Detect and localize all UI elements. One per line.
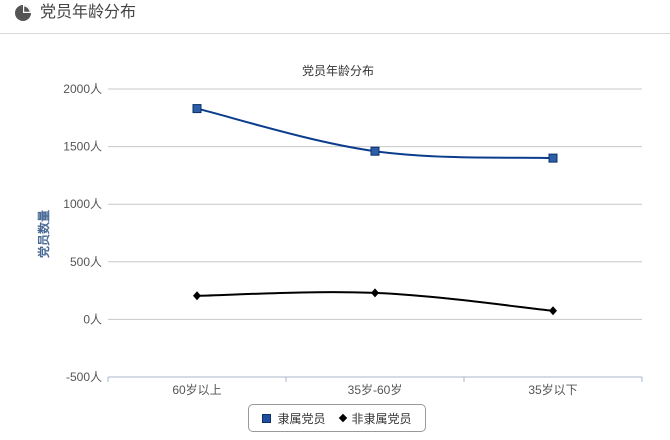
pie-chart-icon [15, 5, 31, 21]
y-tick-label: -500人 [66, 370, 102, 384]
chart-legend: 隶属党员 非隶属党员 [248, 404, 426, 432]
data-point-series-1[interactable] [548, 153, 558, 163]
y-tick-label: 2000人 [63, 82, 102, 96]
x-tick-label: 60岁以上 [172, 382, 221, 397]
x-tick-label: 35岁-60岁 [348, 382, 403, 397]
line-chart: 党员年龄分布 党员数量 2000人 1500人 1000人 500人 0人 -500人 6… [36, 63, 643, 397]
legend-label-series-1: 隶属党员 [277, 411, 326, 426]
legend-label-series-2: 非隶属党员 [351, 411, 412, 426]
data-point-series-1[interactable] [370, 146, 380, 156]
y-tick-label: 500人 [70, 255, 102, 269]
y-tick-label: 0人 [83, 312, 102, 326]
y-axis-ticks: 2000人 1500人 1000人 500人 0人 -500人 [63, 82, 102, 384]
legend-item-series-1[interactable]: 隶属党员 [262, 410, 326, 427]
panel-header: 党员年龄分布 [0, 0, 670, 34]
grid-lines [108, 88, 642, 378]
y-tick-label: 1000人 [63, 197, 102, 211]
y-axis-label: 党员数量 [36, 210, 51, 258]
panel-title: 党员年龄分布 [40, 4, 137, 21]
series-layer [192, 104, 558, 316]
square-marker-icon [262, 413, 272, 423]
data-point-series-2[interactable] [549, 306, 557, 316]
diamond-marker-icon [338, 413, 347, 423]
chart-title: 党员年龄分布 [302, 63, 374, 78]
data-point-series-2[interactable] [371, 288, 379, 298]
x-tick-label: 35岁以下 [528, 382, 577, 397]
legend-item-series-2[interactable]: 非隶属党员 [338, 410, 412, 427]
data-point-series-1[interactable] [192, 104, 202, 114]
data-point-series-2[interactable] [193, 291, 201, 301]
y-tick-label: 1500人 [63, 140, 102, 154]
x-axis: 60岁以上 35岁-60岁 35岁以下 [107, 376, 643, 397]
